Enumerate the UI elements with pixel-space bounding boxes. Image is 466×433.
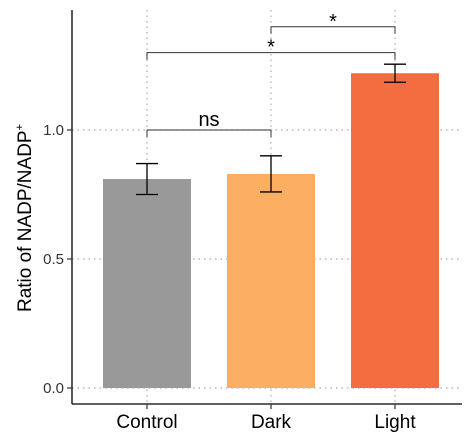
significance-bracket-1: ns: [146, 109, 272, 137]
y-tick-label: 1.0: [43, 122, 64, 139]
bars: [103, 73, 439, 389]
x-tick-label-control: Control: [116, 412, 177, 433]
error-bar-light: [384, 63, 406, 83]
x-ticks: Control Dark Light: [116, 404, 416, 433]
y-ticks: 0.0 0.5 1.0: [43, 122, 72, 397]
significance-label: *: [329, 11, 337, 33]
bracket-line: [146, 52, 396, 60]
significance-bracket-2: *: [146, 37, 396, 60]
axes: [71, 10, 462, 405]
significance-label: ns: [198, 109, 219, 131]
significance-annotations: ns * *: [146, 11, 396, 137]
bar-dark: [227, 173, 315, 388]
significance-label: *: [267, 37, 275, 59]
bar-light: [351, 73, 439, 389]
bracket-line: [270, 26, 396, 34]
significance-bracket-3: *: [270, 11, 396, 34]
x-tick-label-light: Light: [374, 412, 416, 433]
y-tick-label: 0.5: [43, 251, 64, 268]
error-bar-control: [136, 162, 158, 196]
x-tick-label-dark: Dark: [251, 412, 292, 433]
bar-control: [103, 179, 191, 388]
bracket-line: [146, 129, 272, 137]
y-axis-title: Ratio of NADP/NADP+: [14, 124, 36, 312]
error-bar-dark: [260, 155, 282, 193]
y-tick-label: 0.0: [43, 380, 64, 397]
error-bars: [136, 63, 406, 196]
